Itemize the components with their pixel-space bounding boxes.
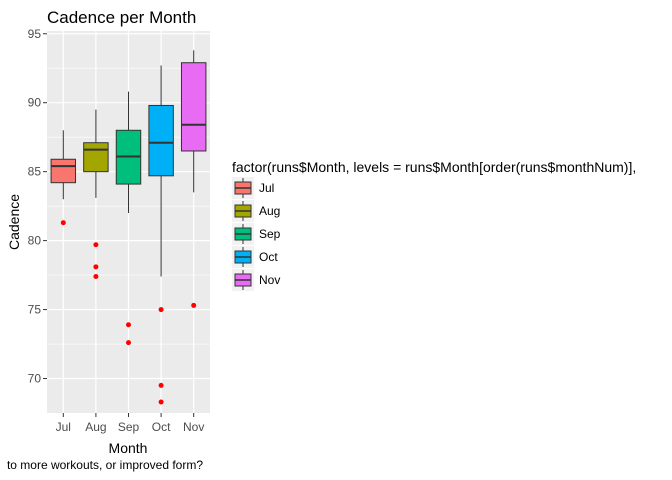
box-aug bbox=[83, 109, 109, 279]
outlier-point bbox=[126, 322, 131, 328]
outlier-point bbox=[158, 382, 164, 388]
y-axis: 70 75 80 85 90 95 bbox=[28, 27, 47, 386]
legend: factor(runs$Month, levels = runs$Month[o… bbox=[232, 159, 636, 291]
legend-label: Aug bbox=[259, 204, 280, 218]
legend-title: factor(runs$Month, levels = runs$Month[o… bbox=[232, 159, 636, 175]
y-tick-label: 75 bbox=[28, 303, 42, 317]
legend-key-aug: Aug bbox=[232, 200, 280, 222]
outlier-point bbox=[158, 307, 164, 313]
chart-title: Cadence per Month bbox=[47, 8, 196, 27]
x-tick-label: Oct bbox=[152, 420, 171, 434]
legend-label: Sep bbox=[259, 227, 281, 241]
legend-key-oct: Oct bbox=[232, 246, 278, 268]
x-tick-label: Aug bbox=[85, 420, 106, 434]
box-iqr bbox=[180, 62, 207, 152]
box-sep bbox=[115, 91, 142, 346]
x-axis: Jul Aug Sep Oct Nov bbox=[56, 413, 204, 434]
outlier-point bbox=[158, 399, 164, 405]
outlier-point bbox=[126, 340, 131, 346]
y-tick-label: 95 bbox=[28, 27, 42, 41]
y-tick-label: 70 bbox=[28, 372, 42, 386]
box-iqr bbox=[50, 158, 77, 184]
box-oct bbox=[148, 65, 174, 405]
y-tick-label: 90 bbox=[28, 96, 42, 110]
chart-caption: to more workouts, or improved form? bbox=[7, 458, 203, 472]
y-axis-title: Cadence bbox=[6, 194, 22, 250]
x-tick-label: Nov bbox=[183, 420, 204, 434]
legend-label: Oct bbox=[259, 250, 278, 264]
x-tick-label: Jul bbox=[56, 420, 71, 434]
x-axis-title: Month bbox=[109, 440, 148, 456]
box-iqr bbox=[83, 142, 109, 173]
boxes bbox=[50, 50, 207, 405]
box-iqr bbox=[148, 104, 174, 177]
outlier-point bbox=[60, 220, 66, 226]
legend-keys: Jul Aug Sep Oct Nov bbox=[232, 177, 281, 291]
legend-key-nov: Nov bbox=[232, 269, 280, 291]
legend-key-sep: Sep bbox=[232, 223, 281, 245]
outlier-point bbox=[191, 302, 197, 308]
y-tick-label: 80 bbox=[28, 234, 42, 248]
outlier-point bbox=[93, 264, 99, 270]
legend-key-jul: Jul bbox=[232, 177, 274, 199]
box-nov bbox=[180, 50, 207, 308]
legend-label: Jul bbox=[259, 181, 274, 195]
outlier-point bbox=[93, 242, 99, 248]
outlier-point bbox=[93, 273, 99, 279]
legend-label: Nov bbox=[259, 273, 280, 287]
x-tick-label: Sep bbox=[118, 420, 140, 434]
box-jul bbox=[50, 130, 77, 226]
y-tick-label: 85 bbox=[28, 165, 42, 179]
